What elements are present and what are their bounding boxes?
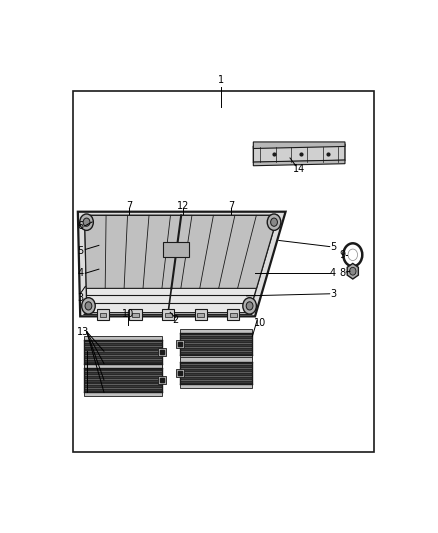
FancyBboxPatch shape: [197, 313, 204, 317]
Bar: [74, 91, 374, 452]
Circle shape: [81, 298, 95, 314]
Bar: [84, 336, 162, 340]
Bar: [180, 361, 251, 384]
Circle shape: [85, 302, 92, 310]
Text: 7: 7: [228, 200, 234, 211]
Circle shape: [83, 218, 90, 227]
Text: 4: 4: [330, 268, 336, 278]
Text: 9: 9: [339, 250, 346, 260]
Circle shape: [243, 298, 256, 314]
Circle shape: [343, 243, 362, 266]
FancyBboxPatch shape: [158, 376, 166, 384]
Bar: [180, 329, 251, 333]
Bar: [84, 392, 162, 397]
FancyBboxPatch shape: [158, 348, 166, 356]
Bar: [84, 364, 162, 368]
Text: 3: 3: [330, 289, 336, 299]
Text: 1: 1: [218, 75, 224, 85]
Polygon shape: [253, 160, 345, 166]
Text: 13: 13: [77, 327, 89, 336]
Polygon shape: [78, 212, 286, 317]
FancyBboxPatch shape: [165, 313, 172, 317]
Polygon shape: [253, 144, 345, 163]
FancyBboxPatch shape: [230, 313, 237, 317]
Text: 5: 5: [77, 246, 83, 256]
Polygon shape: [85, 215, 278, 288]
Text: 14: 14: [293, 164, 305, 174]
FancyBboxPatch shape: [97, 310, 109, 320]
Polygon shape: [253, 142, 345, 149]
Circle shape: [348, 249, 357, 261]
Text: 6: 6: [77, 221, 83, 231]
Bar: [180, 356, 251, 359]
FancyBboxPatch shape: [132, 313, 139, 317]
FancyBboxPatch shape: [100, 313, 106, 317]
Bar: [180, 358, 251, 361]
FancyBboxPatch shape: [176, 340, 184, 348]
Text: 12: 12: [177, 200, 189, 211]
Polygon shape: [347, 263, 358, 279]
FancyBboxPatch shape: [130, 310, 142, 320]
Circle shape: [271, 218, 277, 227]
Polygon shape: [84, 313, 252, 314]
Text: 8: 8: [339, 268, 346, 278]
Circle shape: [350, 268, 356, 275]
Text: 5: 5: [330, 241, 336, 252]
Bar: [180, 333, 251, 356]
Text: 10: 10: [122, 309, 134, 319]
Bar: [84, 365, 162, 368]
Text: 3: 3: [77, 293, 83, 303]
FancyBboxPatch shape: [162, 310, 174, 320]
FancyBboxPatch shape: [163, 243, 189, 257]
Circle shape: [246, 302, 253, 310]
Text: 7: 7: [126, 200, 133, 211]
Text: 2: 2: [172, 316, 178, 326]
Text: 4: 4: [77, 268, 83, 278]
Polygon shape: [85, 215, 278, 313]
Circle shape: [80, 214, 93, 230]
Bar: [84, 368, 162, 392]
FancyBboxPatch shape: [176, 369, 184, 377]
Bar: [84, 340, 162, 364]
Text: 10: 10: [254, 318, 266, 327]
Bar: [180, 384, 251, 388]
FancyBboxPatch shape: [194, 310, 207, 320]
Circle shape: [267, 214, 281, 230]
FancyBboxPatch shape: [227, 310, 239, 320]
